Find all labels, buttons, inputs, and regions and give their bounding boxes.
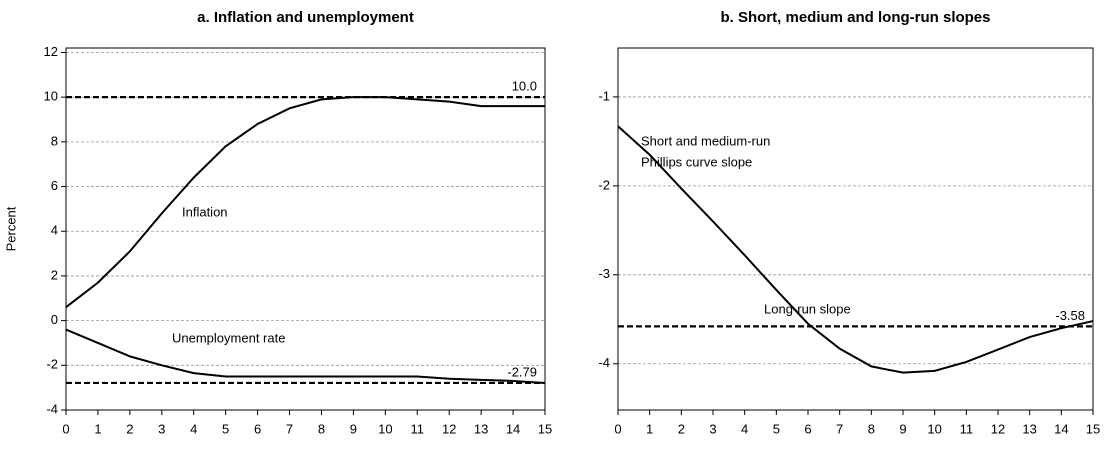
x-tick-label: 8 — [318, 421, 325, 436]
y-tick-label: 8 — [51, 133, 58, 148]
y-tick-label: 6 — [51, 178, 58, 193]
y-tick-label: -4 — [598, 355, 610, 370]
x-tick-label: 15 — [1086, 421, 1100, 436]
y-tick-label: -3 — [598, 266, 610, 281]
series-label: Unemployment rate — [172, 330, 285, 345]
y-tick-label: 0 — [51, 312, 58, 327]
y-tick-label: -2 — [598, 177, 610, 192]
y-tick-label: -2 — [46, 357, 58, 372]
y-tick-label: 10 — [44, 89, 58, 104]
series-line — [65, 96, 545, 309]
x-tick-label: 1 — [94, 421, 101, 436]
x-tick-label: 14 — [1054, 421, 1068, 436]
x-tick-label: 10 — [378, 421, 392, 436]
series-line — [617, 125, 1094, 374]
x-tick-label: 13 — [474, 421, 488, 436]
reference-label: 10.0 — [512, 79, 537, 94]
x-tick-label: 7 — [836, 421, 843, 436]
x-tick-label: 3 — [709, 421, 716, 436]
x-tick-label: 9 — [899, 421, 906, 436]
annotation: Long-run slope — [764, 301, 851, 316]
y-tick-label: 12 — [44, 44, 58, 59]
chart-title: a. Inflation and unemployment — [197, 9, 414, 26]
annotation: Short and medium-run — [641, 133, 770, 148]
x-tick-label: 6 — [254, 421, 261, 436]
x-tick-label: 13 — [1022, 421, 1036, 436]
x-tick-label: 14 — [506, 421, 520, 436]
y-axis-label: Percent — [3, 206, 18, 251]
annotation: Phillips curve slope — [641, 154, 752, 169]
x-tick-label: 4 — [741, 421, 748, 436]
x-tick-label: 10 — [927, 421, 941, 436]
x-tick-label: 4 — [190, 421, 197, 436]
series-label: Inflation — [182, 204, 228, 219]
x-tick-label: 0 — [614, 421, 621, 436]
x-tick-label: 7 — [286, 421, 293, 436]
x-tick-label: 6 — [804, 421, 811, 436]
x-tick-label: 8 — [868, 421, 875, 436]
x-tick-label: 5 — [222, 421, 229, 436]
x-tick-label: 11 — [411, 421, 425, 436]
x-tick-label: 11 — [960, 421, 974, 436]
y-tick-label: -1 — [598, 88, 610, 103]
x-tick-label: 9 — [350, 421, 357, 436]
y-tick-label: 2 — [51, 267, 58, 282]
reference-label: -2.79 — [507, 364, 537, 379]
x-tick-label: 12 — [991, 421, 1005, 436]
y-tick-label: 4 — [51, 223, 58, 238]
x-tick-label: 5 — [773, 421, 780, 436]
series-line — [65, 328, 546, 384]
chart-title: b. Short, medium and long-run slopes — [720, 9, 990, 26]
x-tick-label: 15 — [538, 421, 552, 436]
y-tick-label: -4 — [46, 401, 58, 416]
x-tick-label: 12 — [442, 421, 456, 436]
reference-label: -3.58 — [1055, 308, 1085, 323]
x-tick-label: 2 — [126, 421, 133, 436]
x-tick-label: 0 — [62, 421, 69, 436]
x-tick-label: 3 — [158, 421, 165, 436]
plot-frame — [617, 47, 1094, 411]
plot-frame — [65, 47, 546, 411]
x-tick-label: 2 — [678, 421, 685, 436]
x-tick-label: 1 — [646, 421, 653, 436]
